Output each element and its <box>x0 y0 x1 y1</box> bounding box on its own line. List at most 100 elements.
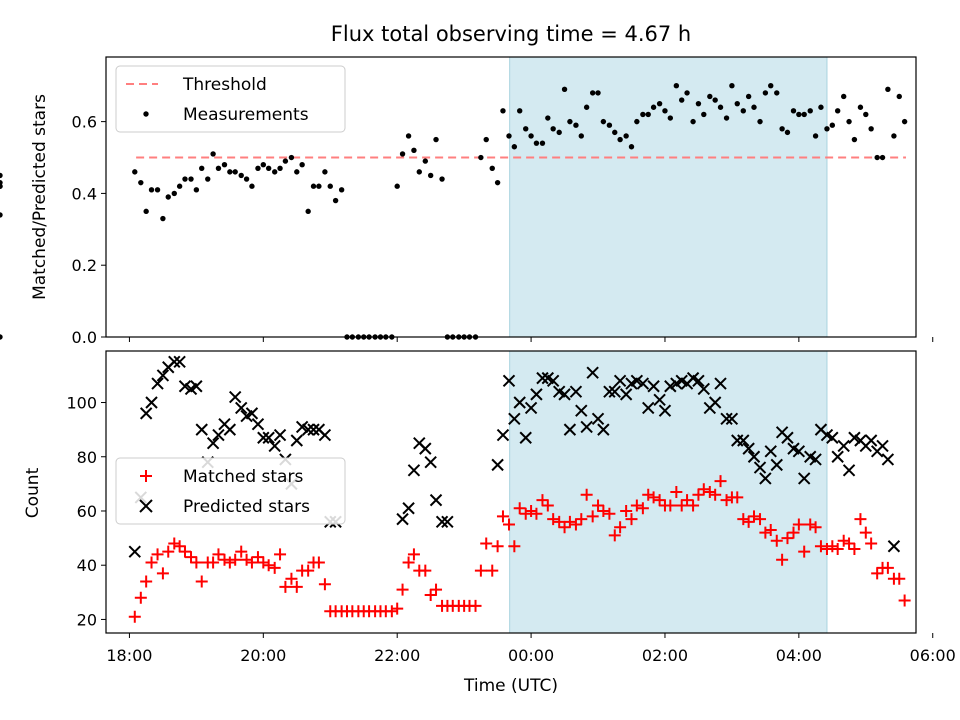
matched-point <box>642 488 655 501</box>
measurement-point <box>506 133 512 139</box>
predicted-point <box>603 385 616 398</box>
predicted-point <box>206 436 220 450</box>
matched-point <box>173 540 186 553</box>
measurement-point <box>606 122 613 128</box>
measurement-point <box>879 154 886 161</box>
matched-point <box>848 542 861 555</box>
predicted-point <box>569 385 583 398</box>
measurement-point <box>851 136 858 143</box>
matched-point <box>302 564 315 577</box>
predicted-point <box>558 388 571 401</box>
matched-point <box>563 515 576 528</box>
predicted-point <box>235 401 248 415</box>
measurement-point <box>578 133 584 139</box>
predicted-point <box>826 431 839 444</box>
bottom-legend: Matched stars Predicted stars <box>115 457 346 525</box>
matched-point <box>195 575 208 588</box>
matched-point <box>536 494 549 507</box>
measurement-point <box>650 104 657 110</box>
measurement-point <box>0 172 3 179</box>
measurement-point <box>768 83 774 89</box>
matched-point <box>703 486 716 498</box>
measurement-point <box>567 118 573 125</box>
measurement-point <box>734 100 740 107</box>
matched-point <box>754 513 767 526</box>
measurement-point <box>154 187 161 193</box>
measurement-point <box>634 118 640 125</box>
measurement-point <box>617 136 623 143</box>
measurement-point <box>757 118 763 125</box>
matched-point <box>553 515 566 528</box>
predicted-point <box>831 450 844 463</box>
predicted-point <box>301 423 315 436</box>
matched-point <box>770 534 783 547</box>
matched-point <box>385 605 398 618</box>
matched-point <box>792 518 805 531</box>
matched-point <box>798 545 811 558</box>
bottom-x-tick-label: 18:00 <box>106 646 152 665</box>
measurement-point <box>182 176 188 182</box>
predicted-point <box>563 423 577 436</box>
bottom-panel: 20 40 60 80 100 18:00 20:00 22:00 00:00 02:00 04:… <box>23 351 956 696</box>
measurement-point <box>132 169 138 175</box>
predicted-point <box>245 407 259 420</box>
matched-point <box>620 504 633 517</box>
matched-point <box>469 599 482 612</box>
measurement-point <box>707 93 713 100</box>
matched-point <box>218 553 231 566</box>
matched-point <box>530 507 543 520</box>
measurement-point <box>148 187 155 193</box>
matched-point <box>781 532 794 545</box>
measurement-point <box>322 169 328 175</box>
matched-point <box>156 567 169 580</box>
matched-point <box>881 561 894 574</box>
matched-point <box>636 502 649 515</box>
predicted-point <box>228 390 242 404</box>
matched-point <box>185 551 198 564</box>
matched-point <box>871 567 884 580</box>
predicted-point <box>268 439 281 453</box>
matched-point <box>809 521 822 534</box>
predicted-point <box>864 434 878 447</box>
measurement-point <box>500 108 506 114</box>
measurement-point <box>277 165 283 171</box>
measurement-point <box>863 111 869 118</box>
matched-point <box>430 583 443 596</box>
measurement-point <box>712 97 718 103</box>
predicted-legend-label: Predicted stars <box>183 497 310 517</box>
matched-point <box>837 534 850 547</box>
matched-point <box>223 556 236 569</box>
matched-point <box>575 513 588 526</box>
matched-point <box>508 540 521 553</box>
measurement-point <box>411 147 417 154</box>
predicted-point <box>642 401 655 415</box>
predicted-point <box>508 412 521 425</box>
measurement-point <box>210 151 216 157</box>
matched-point <box>257 556 270 569</box>
bottom-x-tick-label: 06:00 <box>910 646 956 665</box>
measurement-point <box>595 90 601 96</box>
measurement-point <box>227 169 233 175</box>
matched-point <box>402 556 415 569</box>
predicted-point <box>653 393 666 407</box>
matched-point <box>580 488 593 501</box>
matched-point <box>854 513 867 526</box>
measurement-point <box>255 165 261 171</box>
matched-point <box>814 540 827 553</box>
bottom-x-tick-label: 20:00 <box>240 646 286 665</box>
predicted-point <box>697 382 711 396</box>
bottom-y-tick-label: 20 <box>77 610 97 629</box>
measurement-point <box>399 151 406 157</box>
measurement-point <box>779 126 785 132</box>
matched-point <box>240 553 253 566</box>
matched-point <box>759 526 772 539</box>
measurement-point <box>215 165 222 171</box>
measurement-point <box>717 104 724 110</box>
measurement-point <box>701 111 707 118</box>
measurement-point <box>416 169 422 175</box>
matched-point <box>474 564 487 577</box>
bottom-y-tick-label: 60 <box>77 502 97 521</box>
measurement-point <box>673 83 680 89</box>
matched-point <box>776 553 789 566</box>
matched-point <box>675 499 688 512</box>
